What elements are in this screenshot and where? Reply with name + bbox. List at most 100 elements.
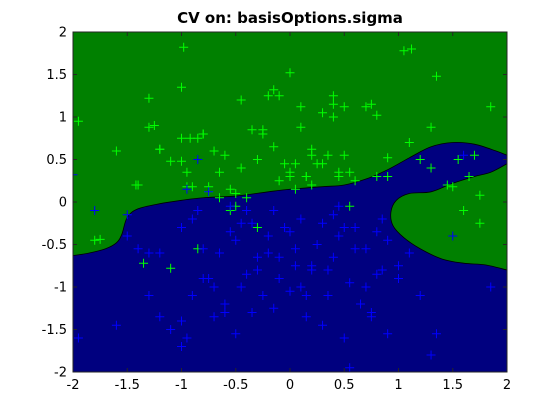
data-point <box>459 206 469 215</box>
data-point <box>290 261 300 271</box>
data-point <box>318 108 328 118</box>
y-tick-label: 1 <box>59 111 67 126</box>
data-point <box>290 244 300 254</box>
chart-title: CV on: basisOptions.sigma <box>177 9 403 27</box>
y-tick-label: 0 <box>59 196 67 211</box>
data-point <box>345 363 355 372</box>
data-point <box>187 182 197 192</box>
x-tick-label: 1.5 <box>442 378 463 393</box>
data-point <box>155 144 165 154</box>
data-point <box>323 265 333 275</box>
data-point <box>177 223 186 232</box>
data-point <box>269 85 279 95</box>
x-tick-label: 1 <box>394 378 402 393</box>
data-point <box>285 68 295 78</box>
data-point <box>394 274 403 283</box>
data-point <box>339 223 349 232</box>
y-tick-label: -1.5 <box>42 323 67 338</box>
x-tick-label: 0 <box>286 378 294 393</box>
data-point <box>448 231 458 241</box>
data-point <box>187 214 197 224</box>
y-tick-label: -2 <box>54 366 67 381</box>
data-point <box>280 223 290 232</box>
data-point <box>372 110 382 120</box>
data-point <box>459 150 469 160</box>
data-point <box>182 167 192 177</box>
data-point <box>290 184 300 194</box>
data-point <box>236 95 246 105</box>
data-point <box>177 82 186 92</box>
data-point <box>350 223 360 232</box>
data-point <box>193 133 203 143</box>
data-point <box>345 201 355 211</box>
data-point <box>263 231 273 241</box>
data-point <box>475 190 485 200</box>
data-point <box>383 235 393 245</box>
data-point <box>166 263 176 273</box>
data-point <box>111 146 121 156</box>
data-point <box>312 240 322 249</box>
data-point <box>407 44 417 54</box>
data-point <box>133 244 143 254</box>
data-point <box>177 316 186 326</box>
data-point <box>334 201 344 211</box>
data-point <box>209 282 219 292</box>
data-point <box>236 163 246 173</box>
data-point <box>242 269 252 279</box>
y-tick-label: 1.5 <box>46 68 67 83</box>
data-point <box>328 210 338 220</box>
data-point <box>377 265 387 275</box>
data-point <box>285 227 295 237</box>
x-tick-label: -2 <box>67 378 80 393</box>
data-point <box>144 122 154 132</box>
data-point <box>247 218 257 228</box>
data-point <box>274 176 284 186</box>
data-point <box>214 193 224 203</box>
data-point <box>345 167 355 177</box>
data-point <box>193 206 203 215</box>
data-point <box>453 155 463 164</box>
data-point <box>236 282 246 292</box>
data-point <box>242 206 252 215</box>
data-point <box>372 227 382 237</box>
x-tick-label: -0.5 <box>223 378 248 393</box>
data-point <box>426 350 436 360</box>
data-point <box>339 102 349 112</box>
data-point <box>220 150 230 160</box>
data-point <box>204 274 214 283</box>
x-tick-label: 0.5 <box>334 378 355 393</box>
data-point <box>361 244 371 254</box>
data-point <box>469 150 479 160</box>
data-point <box>307 150 317 160</box>
data-point <box>334 231 344 241</box>
data-point <box>111 320 121 330</box>
data-point <box>182 184 192 194</box>
data-point <box>318 218 328 228</box>
data-point <box>399 46 409 56</box>
data-point <box>177 342 186 351</box>
data-point <box>155 312 165 322</box>
data-point <box>339 333 349 343</box>
data-point <box>231 189 241 198</box>
data-point <box>185 133 195 143</box>
data-point <box>431 71 441 81</box>
data-point <box>285 286 295 296</box>
data-point <box>269 142 279 152</box>
data-point <box>383 172 393 181</box>
data-point <box>383 329 393 339</box>
data-point <box>252 223 262 232</box>
data-point <box>269 206 279 215</box>
data-point <box>225 227 235 237</box>
data-point <box>377 214 387 224</box>
data-point <box>296 122 306 132</box>
y-tick-label: 2 <box>59 26 67 41</box>
data-point <box>247 125 257 135</box>
data-point <box>166 325 176 334</box>
data-point <box>372 172 382 181</box>
data-point <box>198 244 208 254</box>
data-point <box>404 138 414 147</box>
data-point <box>345 278 355 288</box>
x-tick-label: 2 <box>503 378 511 393</box>
data-point <box>464 172 474 181</box>
